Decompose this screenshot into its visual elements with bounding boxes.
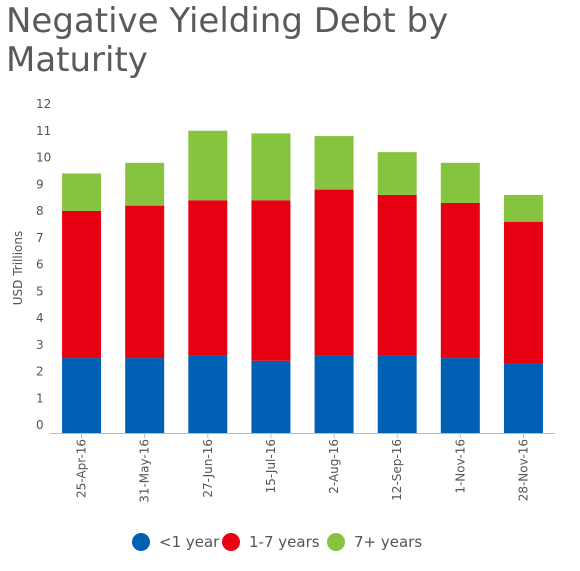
- y-tick-label: 2: [36, 365, 44, 379]
- legend-item: 7+ years: [327, 530, 422, 554]
- bar-segment: [251, 360, 291, 433]
- bar-segment: [125, 205, 165, 359]
- bar-segment: [314, 355, 354, 433]
- x-tick-label: 2-Aug-16: [327, 439, 341, 494]
- y-tick-label: 5: [36, 284, 44, 298]
- bar-segment: [440, 162, 480, 203]
- bar-segment: [62, 210, 102, 359]
- bars: [62, 130, 543, 433]
- y-tick-label: 8: [36, 204, 44, 218]
- bar-segment: [188, 200, 228, 356]
- chart-title: Negative Yielding Debt by Maturity: [6, 1, 449, 80]
- x-axis-ticks: 25-Apr-16 31-May-16 27-Jun-16 15-Jul-16 2-Au…: [75, 433, 530, 503]
- legend-swatch: [222, 533, 240, 551]
- bar-segment: [62, 173, 102, 211]
- bar-segment: [251, 200, 291, 361]
- bar-segment: [377, 152, 417, 195]
- bar-segment: [62, 358, 102, 433]
- x-tick-label: 28-Nov-16: [516, 439, 530, 501]
- bar-segment: [503, 221, 543, 364]
- bar-segment: [440, 202, 480, 359]
- legend-item: 1-7 years: [222, 530, 320, 554]
- bar-segment: [314, 136, 354, 190]
- y-tick-label: 4: [36, 311, 44, 325]
- x-tick-label: 1-Nov-16: [453, 439, 467, 494]
- y-tick-label: 12: [36, 97, 51, 111]
- y-tick-label: 0: [36, 418, 44, 432]
- x-tick-label: 25-Apr-16: [75, 439, 89, 498]
- y-tick-label: 1: [36, 391, 44, 405]
- bar-segment: [125, 358, 165, 433]
- x-tick-label: 27-Jun-16: [201, 439, 215, 498]
- y-axis-label-group: USD Trillions: [11, 231, 25, 306]
- legend-swatch: [132, 533, 150, 551]
- bar-segment: [503, 194, 543, 222]
- bar-segment: [188, 355, 228, 433]
- legend-label: 7+ years: [354, 533, 423, 551]
- bar-segment: [125, 162, 165, 206]
- x-tick-label: 12-Sep-16: [390, 439, 404, 501]
- bar-segment: [503, 363, 543, 433]
- legend: <1 year 1-7 years 7+ years: [0, 530, 580, 554]
- bar-segment: [440, 358, 480, 433]
- x-tick-label: 31-May-16: [138, 439, 152, 503]
- y-tick-label: 10: [36, 151, 51, 165]
- y-tick-label: 7: [36, 231, 44, 245]
- bar-segment: [377, 355, 417, 433]
- legend-label: <1 year: [159, 533, 220, 551]
- y-tick-label: 9: [36, 177, 44, 191]
- legend-label: 1-7 years: [249, 533, 320, 551]
- bar-segment: [377, 194, 417, 356]
- y-tick-label: 11: [36, 124, 51, 138]
- y-tick-label: 3: [36, 338, 44, 352]
- x-tick-label: 15-Jul-16: [264, 439, 278, 493]
- y-axis-label: USD Trillions: [11, 231, 25, 306]
- bar-segment: [188, 130, 228, 201]
- y-tick-label: 6: [36, 258, 44, 272]
- legend-item: <1 year: [132, 530, 219, 554]
- legend-swatch: [327, 533, 345, 551]
- bar-segment: [251, 133, 291, 201]
- bar-segment: [314, 189, 354, 356]
